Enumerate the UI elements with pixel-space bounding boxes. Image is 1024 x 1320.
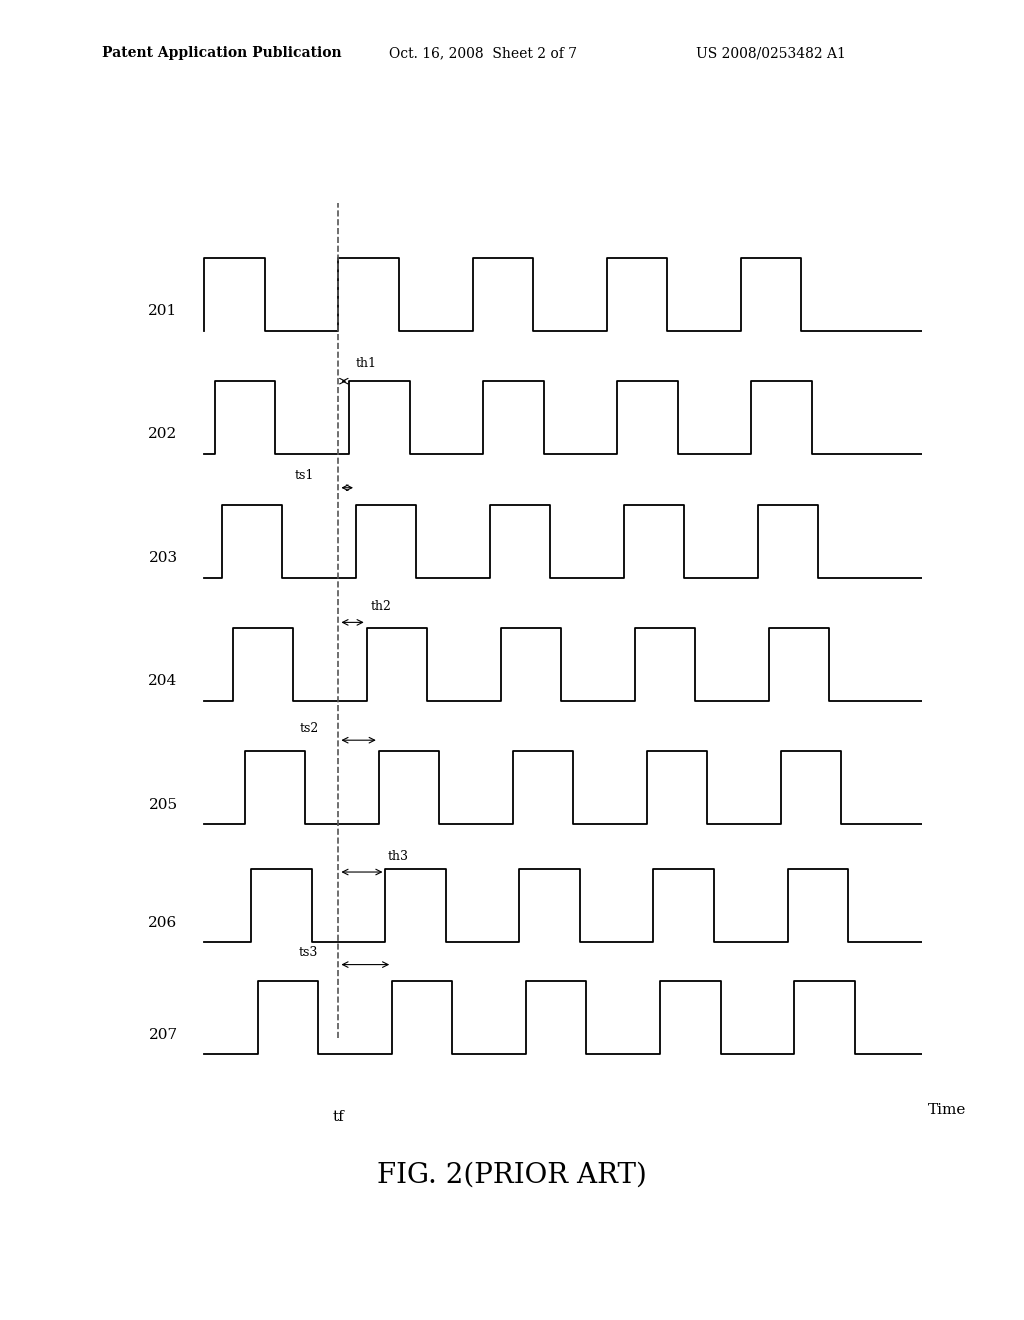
Text: 202: 202 [148,428,177,441]
Text: 203: 203 [148,550,177,565]
Text: Patent Application Publication: Patent Application Publication [102,46,342,61]
Text: Time: Time [929,1104,967,1118]
Text: 206: 206 [148,916,177,929]
Text: 204: 204 [148,675,177,688]
Text: 207: 207 [148,1028,177,1041]
Text: Oct. 16, 2008  Sheet 2 of 7: Oct. 16, 2008 Sheet 2 of 7 [389,46,578,61]
Text: ts1: ts1 [295,469,314,482]
Text: FIG. 2(PRIOR ART): FIG. 2(PRIOR ART) [377,1162,647,1188]
Text: US 2008/0253482 A1: US 2008/0253482 A1 [696,46,846,61]
Text: 205: 205 [148,797,177,812]
Text: tf: tf [333,1110,344,1125]
Text: th2: th2 [371,601,391,614]
Text: th1: th1 [356,356,377,370]
Text: th3: th3 [388,850,409,863]
Text: ts2: ts2 [299,722,318,734]
Text: 201: 201 [148,304,177,318]
Text: ts3: ts3 [299,946,318,958]
